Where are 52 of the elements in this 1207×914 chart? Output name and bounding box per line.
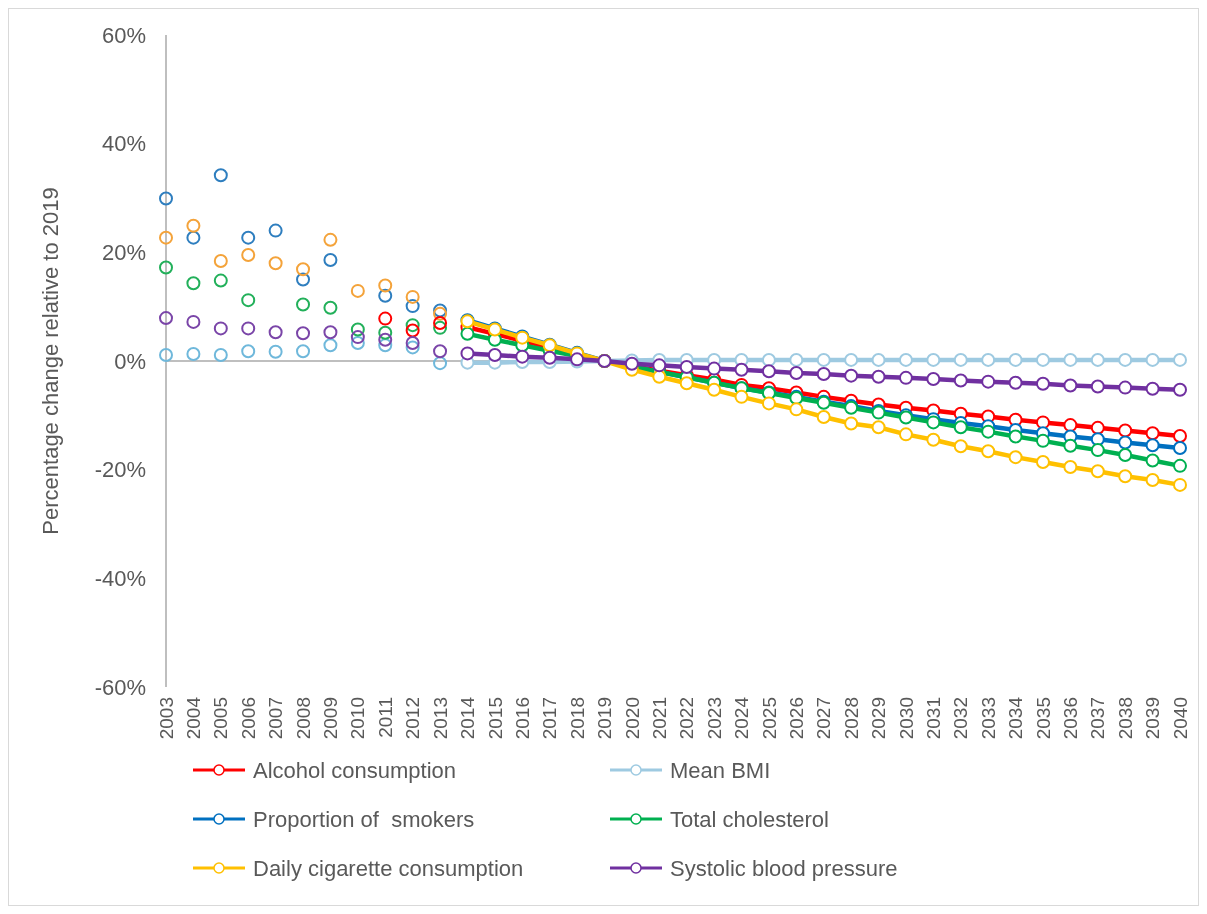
x-tick-label: 2032 xyxy=(950,697,972,740)
x-tick-label: 2017 xyxy=(539,697,561,740)
x-tick-label: 2037 xyxy=(1087,697,1109,740)
x-tick-label: 2026 xyxy=(785,697,807,740)
y-tick-label: -60% xyxy=(94,674,146,700)
x-tick-label: 2021 xyxy=(648,697,670,740)
y-tick-label: 40% xyxy=(101,131,146,157)
legend-label: Total cholesterol xyxy=(670,806,829,832)
x-tick-label: 2040 xyxy=(1169,697,1191,740)
x-tick-label: 2005 xyxy=(210,697,232,740)
x-tick-label: 2034 xyxy=(1005,696,1027,740)
x-tick-label: 2028 xyxy=(840,697,862,740)
x-tick-label: 2010 xyxy=(347,697,369,740)
legend-label: Mean BMI xyxy=(670,757,771,783)
x-tick-label: 2025 xyxy=(758,697,780,740)
x-tick-label: 2003 xyxy=(155,697,177,740)
x-tick-label: 2024 xyxy=(731,696,753,740)
x-tick-label: 2036 xyxy=(1060,697,1082,740)
y-tick-label: 20% xyxy=(101,240,146,266)
x-tick-label: 2022 xyxy=(676,697,698,740)
y-tick-label: -40% xyxy=(94,566,146,592)
legend-label: Systolic blood pressure xyxy=(670,855,898,881)
x-tick-label: 2039 xyxy=(1142,697,1164,740)
x-tick-label: 2038 xyxy=(1114,697,1136,740)
y-tick-label: 60% xyxy=(101,22,146,48)
x-tick-label: 2011 xyxy=(374,697,396,738)
x-tick-label: 2016 xyxy=(511,697,533,740)
legend-label: Alcohol consumption xyxy=(253,757,457,783)
x-tick-label: 2019 xyxy=(594,697,616,740)
x-tick-label: 2031 xyxy=(923,697,944,740)
x-tick-label: 2027 xyxy=(813,697,835,740)
x-tick-label: 2020 xyxy=(621,697,643,740)
x-tick-label: 2030 xyxy=(895,697,917,740)
x-tick-label: 2012 xyxy=(402,697,424,740)
x-tick-label: 2013 xyxy=(429,697,451,740)
y-axis-title: Percentage change relative to 2019 xyxy=(38,187,63,535)
y-tick-label: -20% xyxy=(94,457,146,483)
x-tick-label: 2029 xyxy=(868,697,890,740)
x-tick-label: 2014 xyxy=(457,696,479,740)
legend-label: Proportion of smokers xyxy=(253,806,475,832)
x-tick-label: 2004 xyxy=(183,696,205,740)
x-tick-label: 2018 xyxy=(566,697,588,740)
x-tick-label: 2033 xyxy=(977,697,999,740)
x-tick-label: 2035 xyxy=(1032,697,1054,740)
x-tick-label: 2007 xyxy=(265,697,287,740)
legend-label: Daily cigarette consumption xyxy=(253,855,524,881)
x-tick-label: 2015 xyxy=(484,697,506,740)
y-tick-label: 0% xyxy=(114,348,146,374)
x-tick-label: 2023 xyxy=(703,697,725,740)
x-tick-label: 2008 xyxy=(292,697,314,740)
x-tick-label: 2009 xyxy=(320,697,342,740)
x-tick-label: 2006 xyxy=(237,697,259,740)
